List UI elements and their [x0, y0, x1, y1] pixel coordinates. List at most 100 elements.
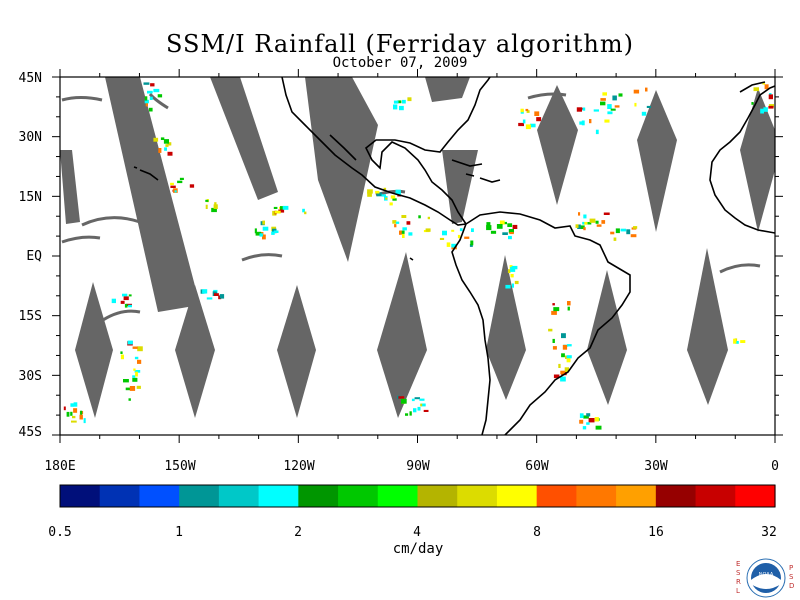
rain-cell [634, 102, 637, 107]
rain-cell [626, 229, 631, 235]
colorbar-swatch [99, 485, 141, 507]
rain-cell [552, 303, 555, 306]
rain-cell [405, 413, 409, 416]
lat-label: 30S [19, 369, 42, 384]
logo-letter: S [789, 573, 794, 581]
rain-cell [553, 307, 560, 312]
rain-cell [205, 204, 208, 209]
rain-cell [262, 226, 269, 231]
noaa-bird-icon [751, 574, 781, 589]
chart-subtitle: October 07, 2009 [332, 55, 468, 71]
rain-cell [508, 235, 512, 240]
rain-cell [567, 344, 572, 347]
rain-cell [120, 354, 124, 360]
rain-cell [581, 120, 585, 126]
rain-cell [646, 105, 651, 108]
rain-cell [582, 426, 587, 430]
axis-ticks [52, 69, 783, 443]
rain-cell [514, 280, 519, 285]
rain-cell [271, 231, 275, 235]
rain-cell [561, 353, 565, 358]
lat-label: EQ [26, 249, 42, 264]
rain-cell [596, 224, 602, 227]
rain-cell [451, 243, 457, 248]
rain-cell [148, 107, 153, 112]
rain-cell [418, 215, 421, 219]
rain-cell [125, 387, 132, 391]
rain-cell [620, 228, 627, 232]
colorbar-tick-label: 2 [294, 525, 302, 540]
rain-cell [583, 227, 586, 231]
rain-cell [595, 129, 599, 135]
rain-cell [149, 96, 153, 100]
rain-cell [733, 338, 737, 344]
rain-cell [398, 396, 405, 399]
rain-cell [136, 385, 141, 389]
rain-cell [633, 226, 638, 229]
lat-label: 45N [19, 71, 42, 86]
lon-label: 0 [771, 459, 779, 474]
rain-cell [534, 111, 540, 116]
rain-cell [459, 228, 463, 232]
lon-label: 120W [283, 459, 314, 474]
rain-cell [577, 224, 581, 229]
rain-cell [600, 101, 606, 106]
rain-cell [586, 413, 591, 417]
colorbar-swatch [576, 485, 617, 507]
rain-cell [177, 180, 183, 184]
colorbar-swatch [139, 485, 180, 507]
lat-label: 30N [19, 130, 42, 145]
rain-cell [134, 370, 141, 373]
rain-cell [604, 119, 610, 123]
colorbar-swatch [298, 485, 339, 507]
rain-cell [407, 97, 412, 102]
rain-cell [174, 190, 177, 193]
rain-cell [518, 122, 524, 127]
rain-cell [548, 328, 553, 332]
rain-cell [633, 89, 640, 94]
colorbar-swatch [377, 485, 419, 507]
rain-cell [603, 212, 610, 215]
latitude-labels: 45N 30N 15N EQ 15S 30S 45S [19, 71, 43, 440]
lat-label: 15S [19, 309, 42, 324]
rain-cell [394, 224, 397, 228]
rain-cell [551, 310, 557, 315]
rain-cell [132, 346, 138, 349]
colorbar-frame [59, 484, 776, 508]
rain-cell [79, 414, 83, 420]
rain-cell [579, 419, 584, 424]
logo-letter: R [736, 578, 741, 586]
rain-cell [280, 206, 285, 210]
rain-cell [157, 94, 163, 98]
rain-cell [219, 294, 225, 299]
rain-cell [367, 189, 373, 194]
rain-cell [150, 83, 155, 87]
logo-center-text: NOAA [759, 572, 774, 578]
rain-cell [762, 81, 765, 85]
rain-cell [610, 108, 616, 111]
logo-letter: S [736, 569, 741, 577]
rain-cell [167, 142, 172, 146]
rain-cell [439, 237, 445, 240]
rain-cell [470, 240, 474, 246]
rain-cell [423, 409, 429, 412]
rain-cell [402, 234, 405, 238]
rain-cell [530, 123, 536, 128]
rain-cell [128, 304, 132, 308]
coastlines [133, 77, 775, 435]
rain-cell [511, 283, 514, 288]
rain-cell [213, 293, 219, 296]
rain-cell [375, 190, 380, 194]
rain-cell [612, 95, 617, 101]
rain-cell [522, 119, 526, 124]
satellite-swath-gaps [60, 77, 775, 418]
rain-cell [202, 289, 208, 294]
rain-cell [73, 402, 78, 407]
rain-cell [595, 425, 602, 430]
colorbar-swatch [338, 485, 379, 507]
rain-cell [588, 418, 595, 423]
rain-cell [419, 398, 425, 401]
rain-cell [63, 406, 66, 411]
rain-cell [128, 294, 132, 297]
rain-cell [73, 408, 78, 413]
